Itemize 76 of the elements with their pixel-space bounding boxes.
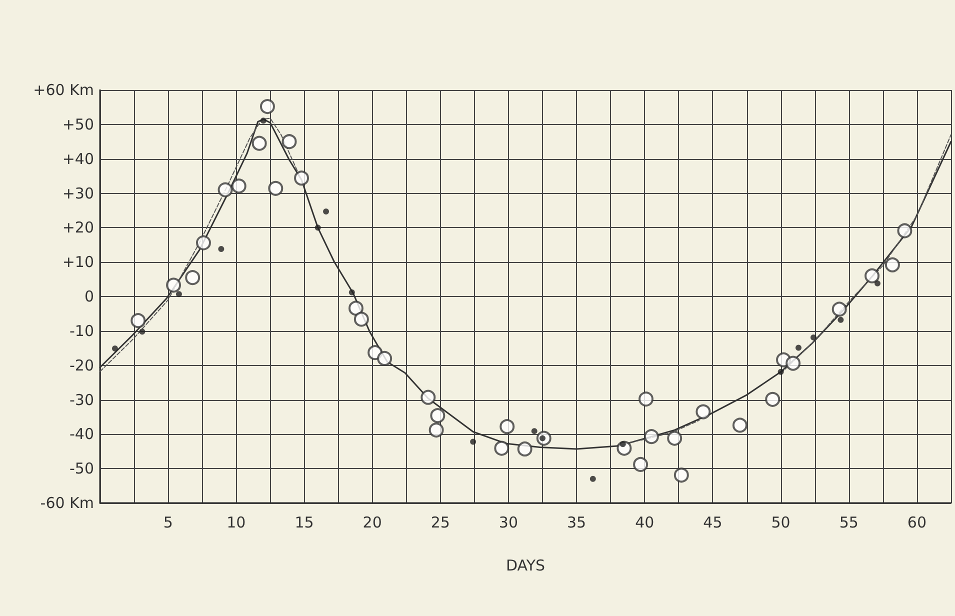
- point: [112, 345, 118, 352]
- x-tick-label: 20: [362, 514, 382, 532]
- point: [644, 429, 659, 444]
- y-tick-label: +30: [62, 184, 94, 202]
- point: [231, 178, 246, 194]
- point: [260, 99, 275, 114]
- point: [348, 289, 355, 296]
- point: [430, 408, 446, 424]
- point: [130, 313, 146, 328]
- point: [252, 136, 267, 151]
- point: [500, 419, 515, 434]
- point: [185, 270, 200, 286]
- x-tick-label: 50: [771, 514, 790, 532]
- point: [786, 356, 801, 371]
- point: [810, 334, 816, 340]
- y-tick-label: 0: [84, 288, 94, 306]
- point: [778, 368, 784, 375]
- point: [590, 476, 596, 482]
- y-tick-label: -10: [70, 322, 94, 340]
- y-tick-label: -50: [70, 460, 94, 478]
- point: [884, 257, 900, 272]
- point: [218, 182, 233, 198]
- x-tick-label: 35: [567, 514, 586, 532]
- x-tick-label: 55: [839, 514, 858, 532]
- point: [696, 404, 711, 420]
- point: [348, 300, 364, 316]
- point: [638, 392, 654, 407]
- point: [796, 344, 802, 351]
- point: [294, 170, 310, 186]
- y-tick-label: +40: [62, 150, 94, 168]
- point: [314, 224, 321, 231]
- point: [176, 291, 182, 298]
- point: [667, 430, 682, 446]
- y-tick-label: +50: [62, 115, 94, 134]
- point: [832, 302, 847, 317]
- point: [268, 180, 284, 196]
- x-tick-label: 60: [907, 514, 927, 532]
- point: [897, 223, 912, 238]
- point: [531, 428, 538, 434]
- x-tick-label: 25: [430, 514, 450, 532]
- point: [377, 350, 392, 366]
- point: [633, 456, 648, 472]
- x-tick-label: 30: [498, 514, 518, 532]
- y-tick-label: +20: [62, 218, 94, 237]
- y-tick-label: +60 Km: [33, 81, 94, 99]
- y-tick-label: -20: [70, 356, 94, 374]
- point: [166, 278, 182, 293]
- point: [428, 422, 444, 438]
- x-tick-label: 15: [294, 514, 314, 532]
- y-tick-label: -40: [70, 425, 94, 444]
- point: [354, 312, 369, 327]
- y-tick-label: -60 Km: [40, 494, 94, 512]
- point: [470, 438, 476, 445]
- x-axis-title: DAYS: [506, 556, 546, 574]
- point: [674, 468, 689, 483]
- x-tick-label: 10: [226, 514, 246, 532]
- point: [323, 208, 330, 214]
- point: [838, 316, 844, 323]
- x-tick-label: 5: [163, 514, 173, 532]
- y-tick-label: +10: [62, 253, 94, 272]
- point: [765, 392, 780, 407]
- point: [218, 246, 224, 252]
- point: [139, 328, 146, 335]
- point: [517, 441, 532, 456]
- point: [196, 235, 211, 250]
- point: [874, 280, 880, 286]
- x-tick-label: 40: [635, 514, 654, 532]
- point: [260, 118, 266, 124]
- point: [494, 440, 510, 456]
- point: [620, 441, 626, 448]
- x-tick-label: 45: [703, 514, 722, 532]
- y-tick-label: -30: [70, 390, 94, 409]
- point: [864, 268, 880, 284]
- point: [732, 418, 748, 433]
- point: [282, 134, 297, 150]
- point: [420, 390, 436, 405]
